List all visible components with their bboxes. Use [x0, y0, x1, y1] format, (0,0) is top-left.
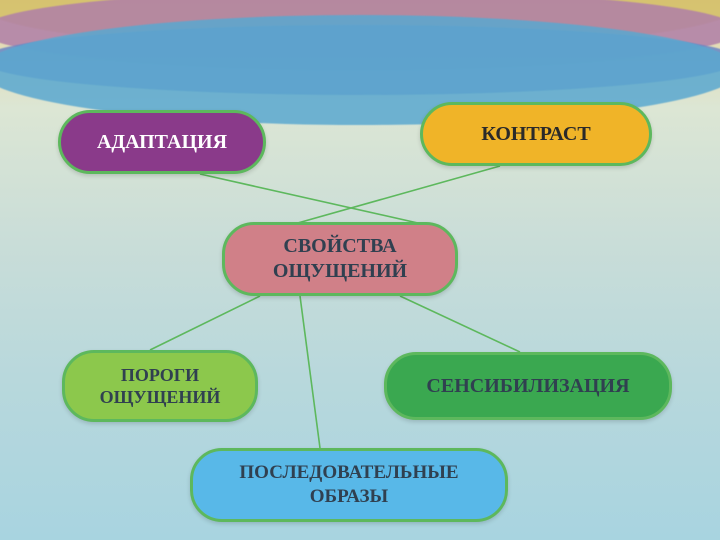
- connector-edge: [280, 166, 500, 228]
- node-sensib: СЕНСИБИЛИЗАЦИЯ: [384, 352, 672, 420]
- node-label: КОНТРАСТ: [481, 122, 590, 147]
- node-contrast: КОНТРАСТ: [420, 102, 652, 166]
- node-label: ПОСЛЕДОВАТЕЛЬНЫЕОБРАЗЫ: [239, 461, 458, 509]
- node-label: ПОРОГИОЩУЩЕНИЙ: [100, 364, 221, 409]
- node-center: СВОЙСТВАОЩУЩЕНИЙ: [222, 222, 458, 296]
- connector-edge: [200, 174, 440, 228]
- connector-edge: [300, 296, 320, 448]
- connector-edge: [150, 296, 260, 350]
- node-afterimages: ПОСЛЕДОВАТЕЛЬНЫЕОБРАЗЫ: [190, 448, 508, 522]
- node-thresholds: ПОРОГИОЩУЩЕНИЙ: [62, 350, 258, 422]
- node-label: СЕНСИБИЛИЗАЦИЯ: [426, 374, 629, 399]
- node-label: АДАПТАЦИЯ: [97, 130, 227, 155]
- node-adapt: АДАПТАЦИЯ: [58, 110, 266, 174]
- connector-edge: [400, 296, 520, 352]
- node-label: СВОЙСТВАОЩУЩЕНИЙ: [273, 234, 407, 284]
